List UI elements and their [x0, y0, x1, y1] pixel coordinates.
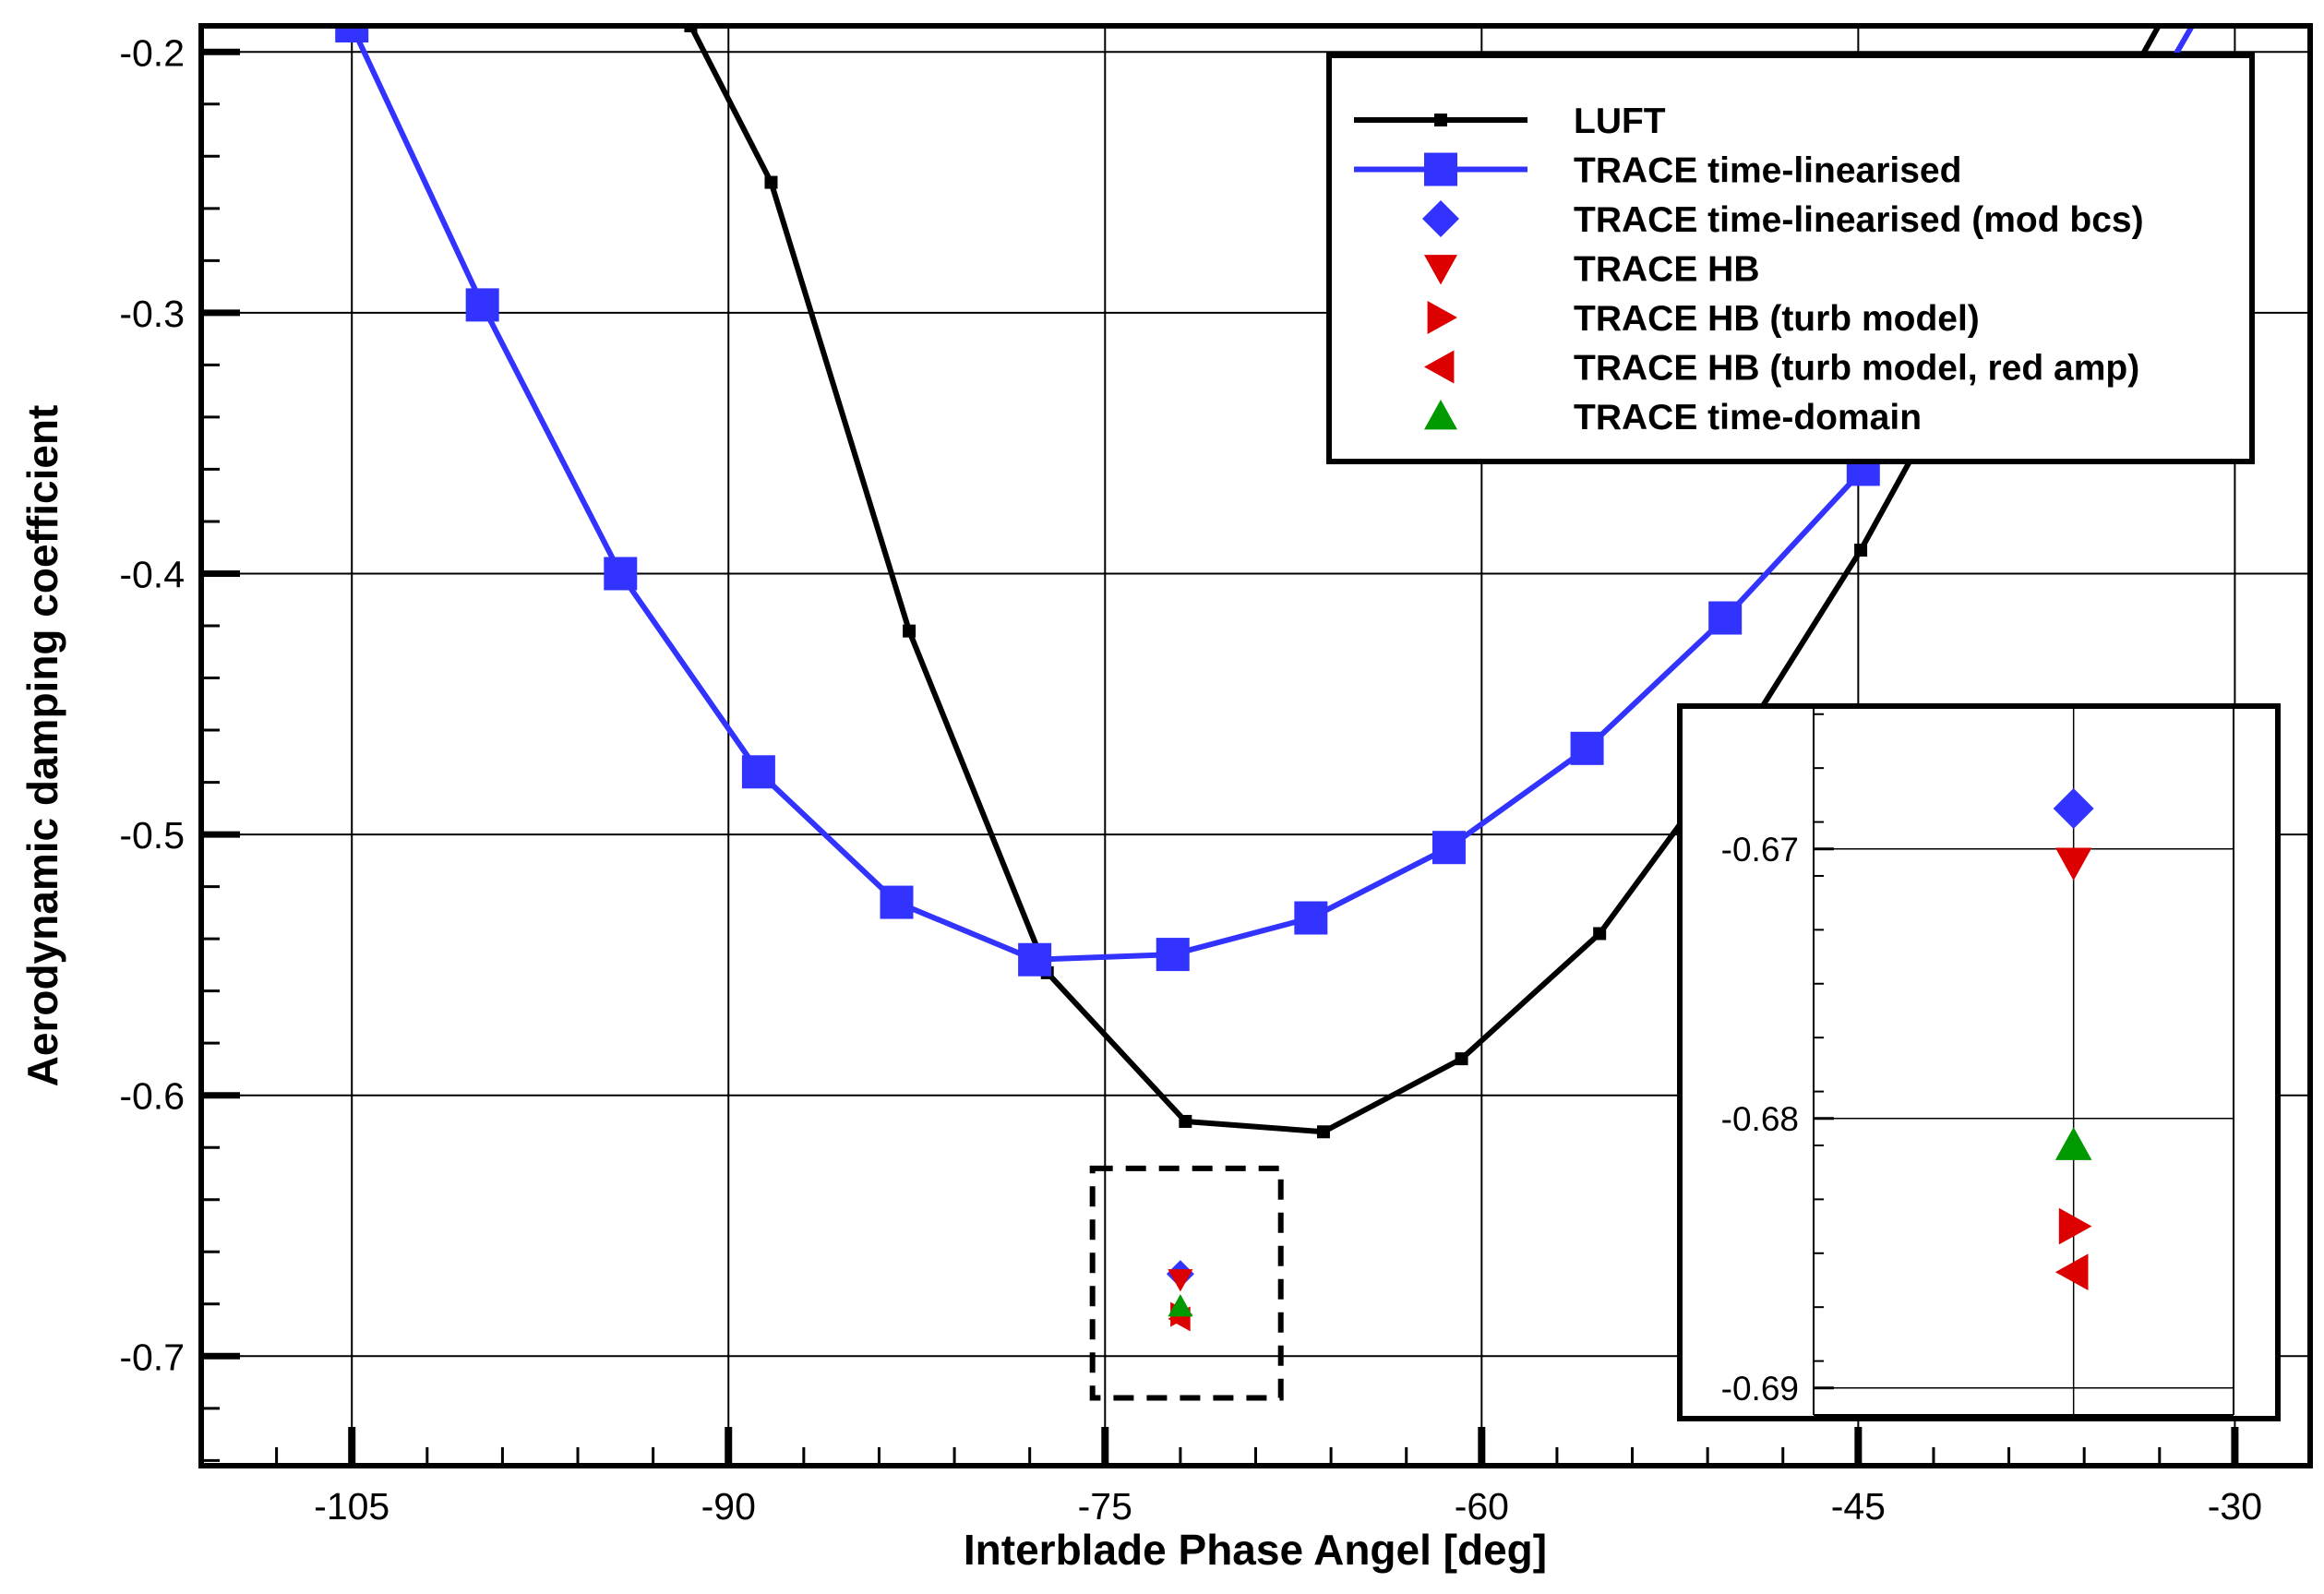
inset-points [2053, 787, 2094, 1291]
x-tick-label: -45 [1831, 1485, 1886, 1528]
y-tick-label: -0.5 [119, 814, 185, 857]
data-point [1570, 731, 1604, 765]
x-axis-label: Interblade Phase Angel [deg] [964, 1526, 1547, 1574]
plot-frame [198, 23, 2313, 1468]
inset-y-tick-label: -0.69 [1721, 1370, 1799, 1408]
legend-box [1326, 53, 2255, 464]
y-tick-label: -0.4 [119, 553, 185, 595]
y-tick-label: -0.3 [119, 293, 185, 335]
legend-marker [1424, 152, 1457, 186]
legend-entry: TRACE time-linearised [1354, 151, 1961, 191]
x-tick-label: -90 [701, 1485, 756, 1528]
legend-marker [1424, 255, 1457, 285]
inset-y-tick-label: -0.68 [1721, 1100, 1799, 1138]
data-point [1168, 1294, 1193, 1317]
zoom-region [1089, 1165, 1284, 1401]
data-point [1316, 1125, 1330, 1139]
x-tick-labels: -105 -90 -75 -60 -45 -30 [314, 1485, 2262, 1528]
series-layer [335, 26, 2196, 1332]
data-point [684, 26, 698, 32]
legend-label: TRACE HB (turb model) [1574, 299, 1980, 339]
inset-plot: -0.67 -0.68 -0.69 [1677, 703, 2281, 1421]
legend-entry: TRACE HB (turb model) [1427, 299, 1980, 339]
legend-entry: TRACE HB (turb model, red amp) [1424, 349, 2139, 389]
data-point [741, 755, 775, 789]
data-point [903, 624, 916, 638]
legend-entry: LUFT [1354, 102, 1666, 141]
data-point [1168, 1269, 1193, 1292]
data-point [1455, 1052, 1468, 1066]
legend-label: TRACE time-linearised (mod bcs) [1574, 200, 2144, 240]
data-point [1708, 601, 1743, 635]
data-point [1593, 927, 1607, 941]
data-point [880, 885, 914, 919]
data-point [604, 557, 638, 591]
data-point [1018, 942, 1052, 977]
legend-label: TRACE time-linearised [1574, 151, 1961, 191]
data-point [1854, 544, 1868, 557]
x-tick-label: -60 [1455, 1485, 1509, 1528]
data-point [335, 26, 369, 42]
legend-label: TRACE time-domain [1574, 398, 1922, 437]
legend-entry: TRACE HB [1424, 250, 1760, 290]
legend-marker [1422, 200, 1459, 237]
inset-data-point [2054, 847, 2092, 881]
legend-entry: TRACE time-linearised (mod bcs) [1422, 200, 2144, 240]
data-point [1179, 1114, 1192, 1128]
major-ticks [201, 48, 2239, 1466]
x-tick-label: -30 [2208, 1485, 2262, 1528]
data-point [1294, 901, 1328, 935]
legend-label: LUFT [1574, 102, 1666, 141]
legend-label: TRACE HB (turb model, red amp) [1574, 349, 2139, 389]
data-point [1432, 831, 1466, 865]
minor-ticks [201, 102, 2312, 1466]
legend-label: TRACE HB [1574, 250, 1760, 290]
data-point [1156, 938, 1190, 972]
series-trace-hb [1168, 1269, 1193, 1292]
legend-marker [1424, 400, 1457, 430]
x-tick-label: -75 [1078, 1485, 1132, 1528]
legend-marker [1424, 350, 1455, 384]
y-axis-label: Aerodynamic damping coefficient [18, 405, 66, 1087]
y-tick-label: -0.2 [119, 31, 185, 74]
data-point [764, 175, 778, 189]
legend-marker [1434, 114, 1447, 126]
inset-data-point [2054, 1253, 2089, 1291]
inset-data-point [2054, 1127, 2092, 1160]
legend-marker [1427, 301, 1457, 334]
series-trace-time-domain [1168, 1294, 1193, 1317]
y-tick-labels: -0.2 -0.3 -0.4 -0.5 -0.6 -0.7 [119, 31, 185, 1378]
zoom-region-box [1089, 1165, 1284, 1401]
inset-y-tick-label: -0.67 [1721, 831, 1799, 869]
inset-data-point [2058, 1207, 2092, 1245]
x-tick-label: -105 [314, 1485, 389, 1528]
data-point [465, 288, 499, 322]
inset-data-point [2053, 787, 2094, 829]
legend-entry: TRACE time-domain [1424, 398, 1922, 437]
inset-frame [1677, 703, 2281, 1421]
y-tick-label: -0.6 [119, 1075, 185, 1118]
legend: LUFT TRACE time-linearised TRACE time-line… [1326, 53, 2255, 464]
y-tick-label: -0.7 [119, 1336, 185, 1378]
